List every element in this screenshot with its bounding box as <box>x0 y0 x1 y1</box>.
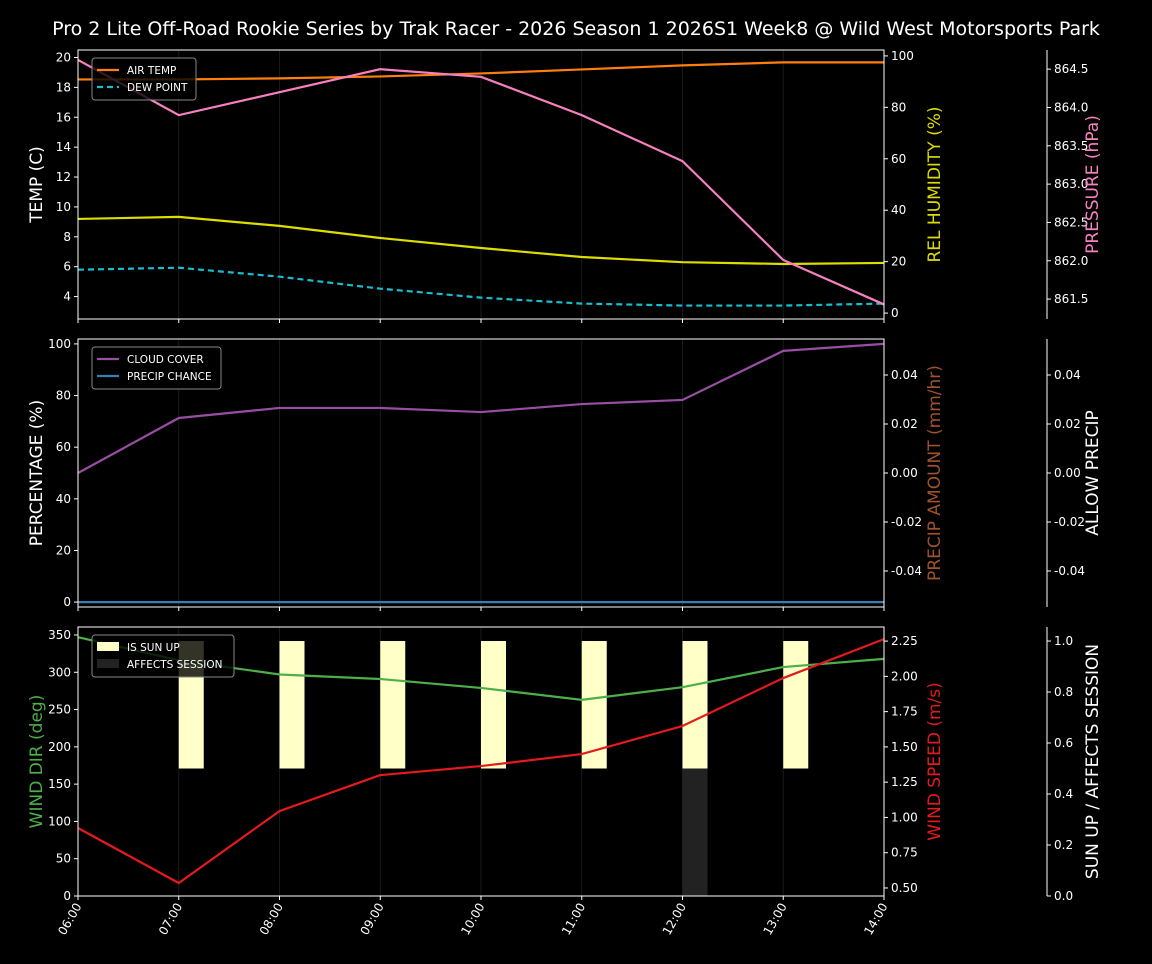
y2-tick-label: 0.50 <box>891 881 918 895</box>
y2-tick-label: 2.00 <box>891 669 918 683</box>
y2-tick-label: 100 <box>891 49 914 63</box>
legend-label: DEW POINT <box>127 82 188 94</box>
y-axis-label: TEMP (C) <box>27 146 47 224</box>
y3-tick-label: 0.6 <box>1054 736 1073 750</box>
y3-tick-label: 0.4 <box>1054 787 1073 801</box>
y-tick-label: 18 <box>56 80 71 94</box>
x-tick-label: 11:00 <box>559 901 588 938</box>
y2-axis-label: REL HUMIDITY (%) <box>925 106 945 262</box>
y-tick-label: 40 <box>56 492 71 506</box>
y-tick-label: 8 <box>63 230 71 244</box>
legend-swatch <box>97 659 119 668</box>
y-axis-label: PERCENTAGE (%) <box>27 400 47 546</box>
y2-tick-label: -0.02 <box>891 515 922 529</box>
panel-2: 0 20 40 60 80 100 PERCENTAGE (%) -0.04 -0.02 0.00… <box>27 337 1103 611</box>
y2-tick-label: 0.02 <box>891 417 918 431</box>
legend-swatch <box>97 642 119 651</box>
y-tick-label: 150 <box>48 777 71 791</box>
y-tick-label: 20 <box>56 50 71 64</box>
y3-tick-label: -0.02 <box>1054 515 1085 529</box>
legend: AIR TEMP DEW POINT <box>92 58 196 100</box>
x-tick-label: 09:00 <box>357 901 386 938</box>
y2-tick-label: 80 <box>891 100 906 114</box>
y-tick-label: 80 <box>56 389 71 403</box>
y3-tick-label: 0.2 <box>1054 838 1073 852</box>
legend: IS SUN UP AFFECTS SESSION <box>92 635 234 677</box>
y-tick-label: 6 <box>63 260 71 274</box>
y3-tick-label: 864.5 <box>1054 62 1088 76</box>
bar-is-sun-up <box>783 641 808 768</box>
y3-axis-label: SUN UP / AFFECTS SESSION <box>1083 644 1103 879</box>
y-tick-label: 100 <box>48 337 71 351</box>
y-tick-label: 200 <box>48 740 71 754</box>
y-tick-label: 12 <box>56 170 71 184</box>
y-tick-label: 0 <box>63 889 71 903</box>
y-tick-label: 250 <box>48 703 71 717</box>
y2-tick-label: 1.50 <box>891 740 918 754</box>
legend-label: PRECIP CHANCE <box>127 371 212 383</box>
bar-is-sun-up <box>380 641 405 768</box>
y-tick-label: 20 <box>56 543 71 557</box>
y3-tick-label: 861.5 <box>1054 292 1088 306</box>
y2-tick-label: 1.75 <box>891 705 918 719</box>
y3-tick-label: 0.00 <box>1054 466 1081 480</box>
panel-1: 4 6 8 10 12 14 16 18 20 TEMP (C) 0 20 40 60 80 100 REL H… <box>27 49 1103 323</box>
y2-tick-label: 0.75 <box>891 846 918 860</box>
chart-title: Pro 2 Lite Off-Road Rookie Series by Tra… <box>52 18 1100 40</box>
legend-label: AFFECTS SESSION <box>127 659 223 671</box>
y3-tick-label: -0.04 <box>1054 564 1085 578</box>
panel-3: 0 50 100 150 200 250 300 350 WIND DIR (deg) 0.50 0… <box>27 627 1103 937</box>
y2-tick-label: 0 <box>891 306 899 320</box>
y-tick-label: 10 <box>56 200 71 214</box>
bar-is-sun-up <box>582 641 607 768</box>
y3-tick-label: 0.02 <box>1054 417 1081 431</box>
legend-label: CLOUD COVER <box>127 354 204 366</box>
y2-tick-label: 0.00 <box>891 466 918 480</box>
y2-tick-label: 40 <box>891 203 906 217</box>
x-tick-label: 06:00 <box>55 901 84 938</box>
x-tick-label: 08:00 <box>257 901 286 938</box>
y2-tick-label: 0.04 <box>891 368 918 382</box>
bar-is-sun-up <box>481 641 506 768</box>
y-tick-label: 14 <box>56 140 71 154</box>
y-tick-label: 100 <box>48 814 71 828</box>
x-tick-label: 13:00 <box>760 901 789 938</box>
y3-tick-label: 864.0 <box>1054 100 1088 114</box>
legend-label: IS SUN UP <box>127 642 180 654</box>
y3-tick-label: 0.0 <box>1054 889 1073 903</box>
y3-tick-label: 1.0 <box>1054 634 1073 648</box>
x-tick-label: 12:00 <box>660 901 689 938</box>
y2-tick-label: 1.25 <box>891 775 918 789</box>
y2-tick-label: 20 <box>891 255 906 269</box>
y-axis-label: WIND DIR (deg) <box>27 695 47 829</box>
y3-axis-label: PRESSURE (hPa) <box>1083 115 1103 254</box>
y2-tick-label: 60 <box>891 152 906 166</box>
y-tick-label: 0 <box>63 595 71 609</box>
x-tick-label: 14:00 <box>861 901 890 938</box>
legend-label: AIR TEMP <box>127 65 176 77</box>
bar-is-sun-up <box>280 641 305 768</box>
y2-tick-label: 2.25 <box>891 634 918 648</box>
x-tick-label: 07:00 <box>156 901 185 938</box>
y2-axis-label: WIND SPEED (m/s) <box>925 682 945 840</box>
y2-tick-label: 1.00 <box>891 810 918 824</box>
bar-affects-session <box>683 769 708 896</box>
y3-axis-label: ALLOW PRECIP <box>1083 410 1103 536</box>
x-tick-label: 10:00 <box>458 901 487 938</box>
y3-tick-label: 0.04 <box>1054 368 1081 382</box>
y2-tick-label: -0.04 <box>891 564 922 578</box>
y-tick-label: 16 <box>56 110 71 124</box>
y-tick-label: 60 <box>56 440 71 454</box>
y-tick-label: 50 <box>56 852 71 866</box>
y3-tick-label: 0.8 <box>1054 685 1073 699</box>
legend: CLOUD COVER PRECIP CHANCE <box>92 347 221 389</box>
y-tick-label: 300 <box>48 665 71 679</box>
y-tick-label: 4 <box>63 290 71 304</box>
bar-is-sun-up <box>683 641 708 768</box>
y3-tick-label: 862.0 <box>1054 254 1088 268</box>
y-tick-label: 350 <box>48 628 71 642</box>
y2-axis-label: PRECIP AMOUNT (mm/hr) <box>925 365 945 581</box>
